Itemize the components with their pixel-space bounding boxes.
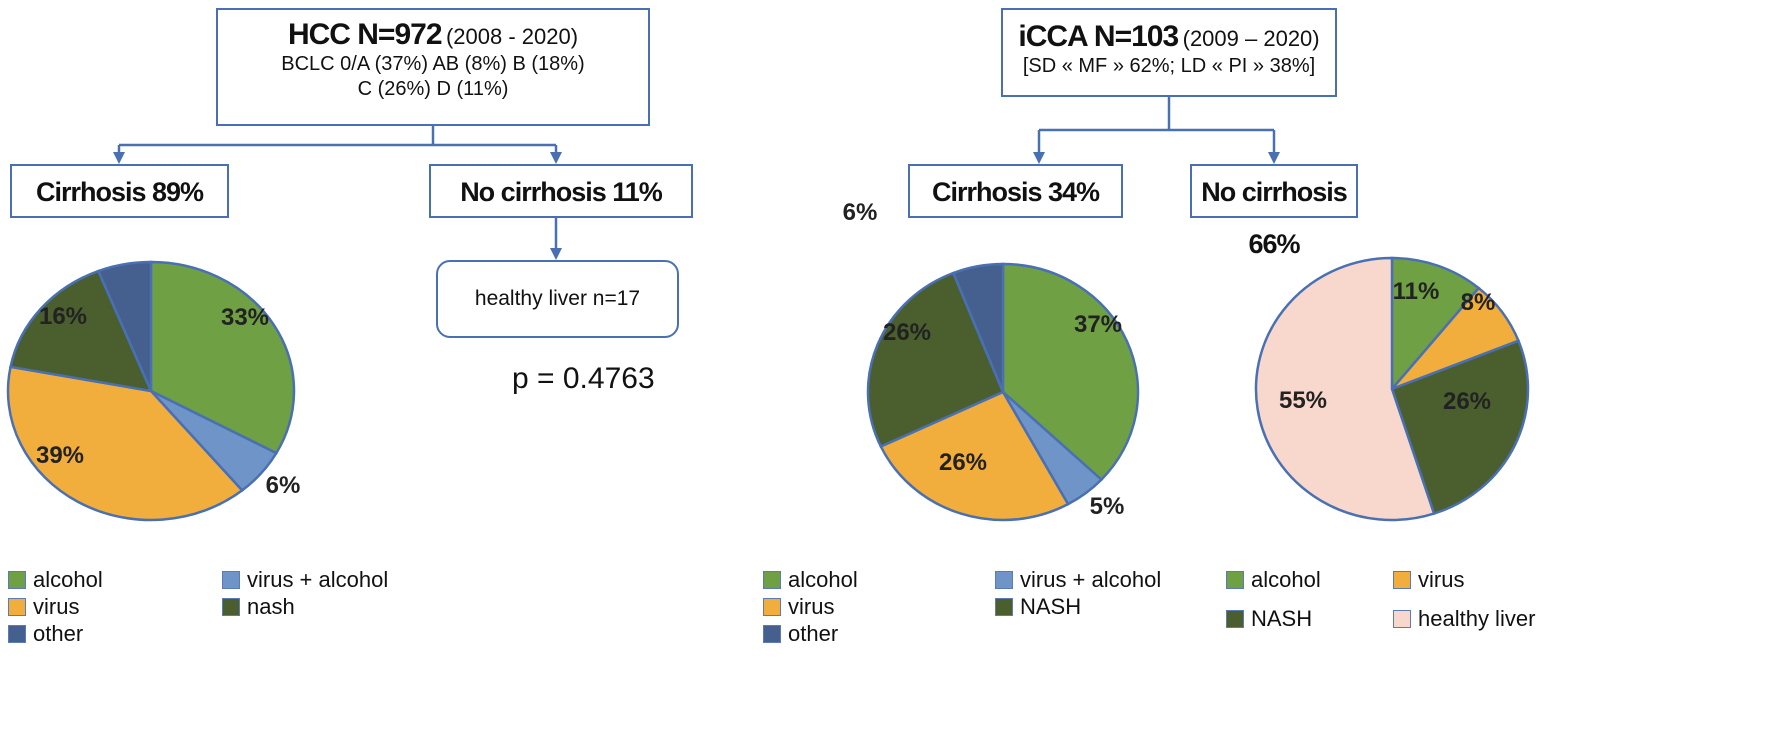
legend-swatch	[1226, 610, 1244, 628]
legend-label: healthy liver	[1418, 606, 1536, 631]
data-label: 6%	[266, 472, 301, 499]
icca-subtype: [SD « MF » 62%; LD « PI » 38%]	[1022, 55, 1316, 77]
data-label: 55%	[1279, 387, 1327, 414]
legend-swatch	[763, 625, 781, 643]
pie-slice-other	[951, 262, 1005, 393]
arrowhead-icon	[1268, 152, 1280, 164]
arrowhead-icon	[550, 248, 562, 260]
data-label: 33%	[221, 304, 269, 331]
hcc-title: HCC N=972	[287, 18, 443, 51]
legend-item: nash	[222, 594, 295, 620]
data-label: 16%	[39, 303, 87, 330]
pie-slice-nash	[1390, 339, 1530, 516]
data-label: 26%	[883, 319, 931, 346]
legend-item: NASH	[1226, 606, 1312, 632]
legend-label: virus + alcohol	[247, 567, 389, 592]
legend-item: alcohol	[8, 567, 103, 593]
data-label: 26%	[1443, 388, 1491, 415]
icca-title: iCCA N=103	[1018, 20, 1179, 53]
healthy-liver-box: healthy liver n=17	[436, 260, 679, 338]
legend-label: other	[33, 621, 84, 646]
legend-item: other	[763, 621, 838, 647]
pie-slice-alcohol	[149, 260, 296, 455]
data-label: 26%	[939, 449, 987, 476]
hcc-years: (2008 - 2020)	[445, 24, 579, 49]
legend-item: alcohol	[763, 567, 858, 593]
legend-label: alcohol	[33, 567, 103, 592]
data-label: 39%	[36, 442, 84, 469]
legend-label: nash	[247, 594, 295, 619]
hcc-bclc-line1: BCLC 0/A (37%) AB (8%) B (18%)	[281, 53, 585, 75]
legend-item: virus + alcohol	[995, 567, 1161, 593]
legend-swatch	[8, 571, 26, 589]
legend-swatch	[763, 571, 781, 589]
pie-slice-healthy-liver	[1254, 256, 1436, 522]
data-label: 5%	[1090, 493, 1125, 520]
hcc-cirrhosis-box: Cirrhosis 89%	[10, 164, 229, 218]
legend-item: other	[8, 621, 83, 647]
p-value: p = 0.4763	[512, 362, 655, 395]
pie-slice-other	[96, 260, 153, 392]
legend-swatch	[222, 571, 240, 589]
legend-item: virus	[8, 594, 79, 620]
legend-item: virus + alcohol	[222, 567, 388, 593]
arrowhead-icon	[113, 152, 125, 164]
legend-label: NASH	[1020, 594, 1082, 619]
legend-swatch	[995, 598, 1013, 616]
legend-item: NASH	[995, 594, 1081, 620]
legend-label: other	[788, 621, 839, 646]
arrowhead-icon	[550, 152, 562, 164]
hcc-no-cirrhosis-box: No cirrhosis 11%	[429, 164, 693, 218]
data-label: 8%	[1461, 289, 1496, 316]
legend-swatch	[763, 598, 781, 616]
legend-label: alcohol	[788, 567, 858, 592]
legend-label: NASH	[1251, 606, 1313, 631]
pie-slice-virus	[6, 365, 245, 522]
legend-item: healthy liver	[1393, 606, 1535, 632]
legend-swatch	[1393, 571, 1411, 589]
data-label: 6%	[843, 199, 878, 226]
hcc-bclc-line2: C (26%) D (11%)	[357, 78, 509, 100]
legend-swatch	[8, 598, 26, 616]
legend-item: virus	[1393, 567, 1464, 593]
legend-item: virus	[763, 594, 834, 620]
legend-swatch	[8, 625, 26, 643]
icca-years: (2009 – 2020)	[1182, 26, 1320, 51]
pie-slice-alcohol	[1001, 262, 1140, 482]
hcc-header-box: HCC N=972 (2008 - 2020) BCLC 0/A (37%) A…	[216, 8, 650, 126]
legend-label: alcohol	[1251, 567, 1321, 592]
arrowhead-icon	[1033, 152, 1045, 164]
icca-cirrhosis-box: Cirrhosis 34%	[908, 164, 1123, 218]
legend-swatch	[1226, 571, 1244, 589]
legend-item: alcohol	[1226, 567, 1321, 593]
legend-label: virus	[1418, 567, 1465, 592]
legend-label: virus	[788, 594, 835, 619]
pie-slice-virus	[879, 390, 1070, 522]
icca-no-cirrhosis-box: No cirrhosis 66%	[1190, 164, 1358, 259]
pie-slice-nash	[9, 269, 154, 393]
legend-swatch	[1393, 610, 1411, 628]
data-label: 37%	[1074, 311, 1122, 338]
pie-slice-nash	[866, 271, 1005, 449]
legend-swatch	[995, 571, 1013, 589]
icca-header-box: iCCA N=103 (2009 – 2020) [SD « MF » 62%;…	[1001, 8, 1337, 97]
legend-swatch	[222, 598, 240, 616]
pie-slice-alcohol	[1390, 256, 1481, 393]
data-label: 11%	[1393, 278, 1440, 305]
legend-label: virus + alcohol	[1020, 567, 1162, 592]
legend-label: virus	[33, 594, 80, 619]
